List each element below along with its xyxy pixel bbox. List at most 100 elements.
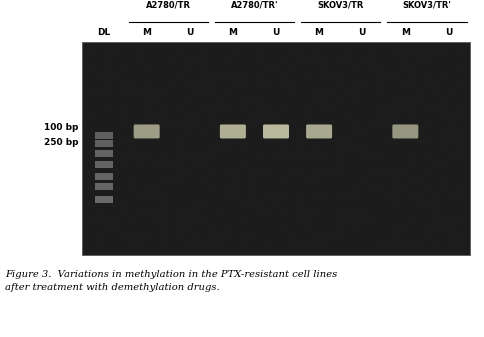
Point [89, 68, 96, 73]
Point [166, 152, 174, 158]
Point [203, 50, 211, 55]
Point [388, 242, 396, 248]
Point [84, 202, 92, 207]
Point [326, 118, 334, 123]
Point [415, 134, 423, 139]
Point [353, 81, 361, 86]
Point [179, 154, 187, 160]
Point [311, 162, 319, 168]
Point [341, 247, 349, 252]
Point [257, 222, 265, 227]
Point [238, 203, 245, 208]
Point [407, 157, 415, 163]
Point [412, 169, 420, 175]
Point [224, 72, 232, 78]
Point [344, 138, 351, 143]
Point [122, 125, 130, 130]
Point [283, 113, 290, 119]
Point [91, 186, 98, 191]
Point [138, 172, 146, 177]
Point [200, 180, 208, 185]
Point [337, 87, 345, 93]
Point [239, 92, 247, 97]
Point [199, 164, 207, 170]
Point [454, 167, 462, 172]
Point [128, 151, 136, 156]
Point [143, 81, 151, 86]
Point [319, 233, 327, 239]
Point [275, 90, 283, 96]
Point [430, 178, 438, 183]
Point [461, 143, 469, 148]
Point [133, 68, 140, 74]
Point [121, 135, 128, 141]
Point [136, 213, 144, 218]
Point [108, 53, 116, 59]
Point [128, 203, 136, 208]
Point [130, 40, 138, 46]
Point [300, 40, 307, 46]
Point [256, 153, 264, 158]
Point [462, 212, 470, 217]
Point [397, 247, 405, 253]
Point [320, 72, 328, 78]
Point [195, 121, 203, 126]
Point [382, 105, 390, 111]
Point [137, 138, 145, 143]
Point [154, 188, 162, 193]
Point [154, 224, 162, 230]
Point [89, 223, 96, 228]
Point [85, 152, 93, 157]
Point [453, 61, 461, 67]
Point [89, 201, 96, 206]
Point [128, 80, 136, 86]
Point [105, 58, 113, 63]
Point [237, 142, 244, 147]
Point [408, 79, 416, 84]
Point [259, 62, 267, 67]
Point [292, 86, 300, 91]
Point [98, 196, 106, 201]
Point [294, 220, 302, 225]
Point [339, 228, 347, 234]
Point [254, 191, 261, 196]
Point [331, 92, 338, 97]
Point [288, 162, 296, 167]
Point [152, 91, 160, 96]
Point [456, 221, 464, 227]
Point [264, 46, 272, 52]
Point [446, 110, 454, 116]
Point [103, 59, 110, 64]
Point [150, 120, 158, 125]
Point [367, 87, 375, 93]
Point [277, 56, 285, 61]
Point [277, 220, 285, 225]
Point [363, 126, 370, 131]
Point [146, 217, 154, 223]
Point [428, 156, 436, 161]
Point [314, 191, 321, 196]
Point [130, 129, 137, 135]
Point [429, 99, 437, 104]
Point [432, 64, 439, 69]
Point [315, 191, 322, 196]
Point [266, 47, 273, 52]
Point [369, 88, 377, 93]
Point [363, 93, 370, 99]
Point [174, 160, 182, 165]
Point [217, 92, 225, 97]
Point [258, 123, 266, 128]
Point [244, 41, 252, 47]
Point [243, 130, 251, 136]
Point [239, 171, 247, 176]
Point [190, 207, 197, 213]
Point [253, 190, 261, 196]
Point [332, 87, 339, 92]
Point [246, 108, 254, 114]
Point [371, 185, 378, 190]
Point [380, 145, 388, 151]
Point [417, 141, 425, 146]
Point [258, 219, 266, 224]
Point [107, 65, 115, 70]
Point [118, 162, 125, 167]
